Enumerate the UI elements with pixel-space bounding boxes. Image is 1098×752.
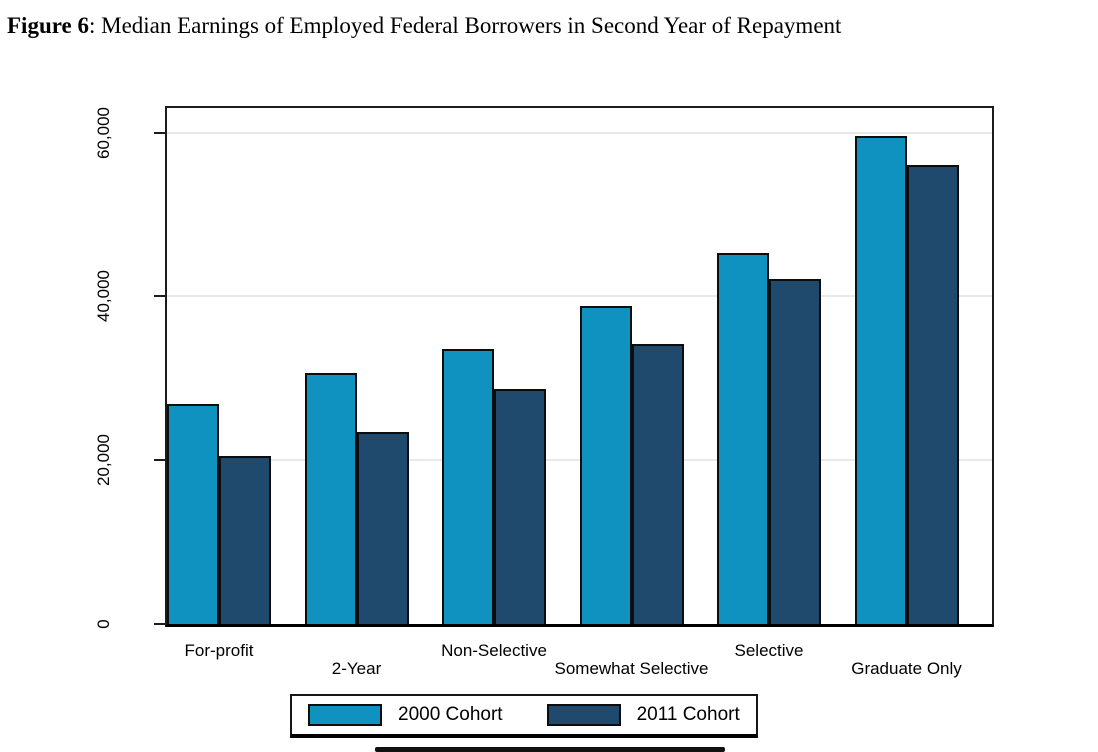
legend-swatch-2011-cohort (546, 704, 621, 726)
figure-title-text: : Median Earnings of Employed Federal Bo… (88, 13, 842, 38)
bar-2011-cohort-selective (769, 279, 821, 624)
legend-item-2011-cohort: 2011 Cohort (546, 704, 740, 726)
bar-2000-cohort-non-selective (442, 348, 494, 624)
y-axis-label-20000: 20,000 (94, 434, 113, 487)
y-axis-label-60000: 60,000 (94, 106, 113, 159)
y-tick-0 (154, 623, 165, 625)
y-tick-20000 (154, 459, 165, 462)
plot-area (165, 106, 994, 627)
legend-swatch-2000-cohort (308, 704, 382, 726)
y-axis-label-0: 0 (94, 619, 113, 629)
bars-container (167, 108, 992, 624)
bar-group-non-selective (442, 348, 546, 624)
x-axis-label-for-profit: For-profit (184, 641, 254, 660)
bar-2011-cohort-for-profit (219, 456, 271, 624)
x-axis-label-2-year: 2-Year (331, 659, 382, 678)
bar-2000-cohort-graduate-only (854, 135, 907, 624)
gridline-40000 (167, 295, 992, 298)
legend: 2000 Cohort 2011 Cohort (290, 694, 758, 738)
bar-2011-cohort-somewhat-selective (631, 343, 684, 624)
legend-item-2000-cohort: 2000 Cohort (308, 704, 503, 726)
x-axis-label-selective: Selective (734, 641, 804, 660)
bar-2011-cohort-graduate-only (906, 164, 959, 624)
y-axis-label-40000: 40,000 (94, 270, 113, 323)
bar-2000-cohort-2-year (304, 372, 357, 624)
y-tick-60000 (154, 131, 165, 134)
bar-2011-cohort-2-year (356, 432, 409, 624)
bar-group-for-profit (167, 403, 271, 624)
x-axis-label-non-selective: Non-Selective (441, 641, 547, 660)
bar-2000-cohort-for-profit (167, 403, 219, 624)
bar-2000-cohort-somewhat-selective (579, 306, 632, 624)
bar-2011-cohort-non-selective (494, 388, 546, 624)
gridline-60000 (167, 131, 992, 134)
bar-group-2-year (304, 372, 409, 624)
y-tick-40000 (154, 295, 165, 298)
figure-number: Figure 6 (7, 13, 89, 38)
bottom-page-divider (375, 747, 725, 752)
bar-group-somewhat-selective (579, 306, 684, 624)
bar-group-selective (717, 252, 821, 624)
bar-group-graduate-only (854, 135, 959, 624)
x-axis-label-graduate-only: Graduate Only (851, 659, 962, 678)
legend-label: 2011 Cohort (636, 704, 740, 725)
figure-title: Figure 6: Median Earnings of Employed Fe… (7, 13, 1093, 39)
bar-2000-cohort-selective (717, 252, 769, 624)
x-axis-label-somewhat-selective: Somewhat Selective (554, 659, 709, 678)
legend-label: 2000 Cohort (398, 704, 503, 725)
